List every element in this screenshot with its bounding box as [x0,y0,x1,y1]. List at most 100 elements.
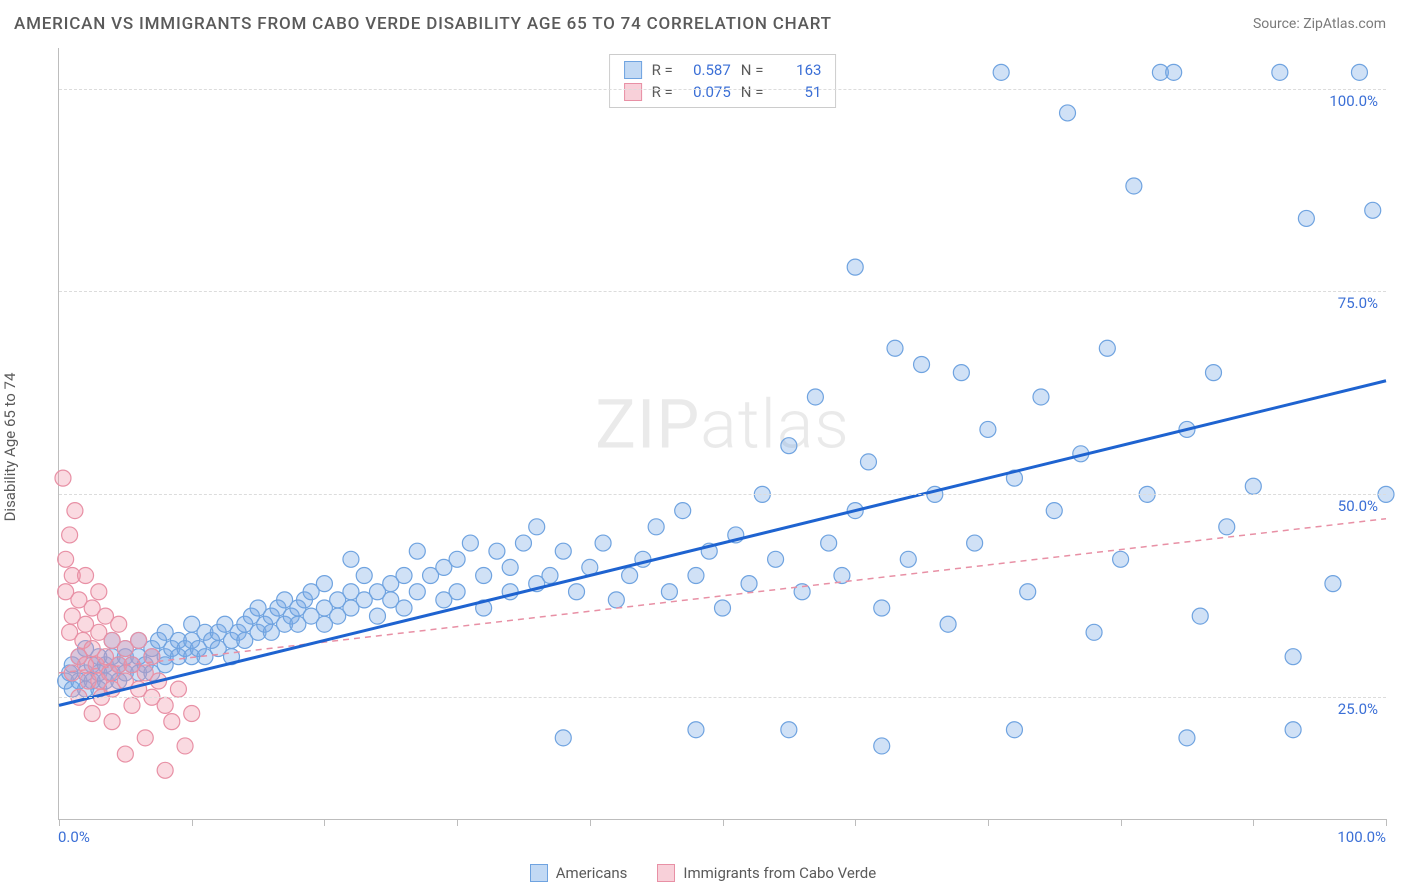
data-point [369,608,385,624]
data-point [1192,608,1208,624]
x-axis-min-label: 0.0% [58,828,90,846]
data-point [1325,576,1341,592]
data-point [715,600,731,616]
legend-label-immigrants: Immigrants from Cabo Verde [683,864,876,882]
legend-row-immigrants: R = 0.075 N = 51 [610,81,836,103]
x-tick [457,819,458,826]
x-tick [590,819,591,826]
data-point [555,543,571,559]
legend-label-americans: Americans [556,864,628,882]
gridline [59,494,1386,495]
data-point [396,568,412,584]
x-tick [324,819,325,826]
data-point [67,503,83,519]
scatter-svg [59,48,1386,819]
data-point [688,568,704,584]
legend-row-americans: R = 0.587 N = 163 [610,59,836,81]
legend-series: Americans Immigrants from Cabo Verde [0,864,1406,882]
data-point [84,705,100,721]
legend-item-americans: Americans [530,864,628,882]
data-point [409,584,425,600]
data-point [1046,503,1062,519]
y-tick-label: 100.0% [1329,92,1378,110]
data-point [569,584,585,600]
data-point [449,551,465,567]
data-point [78,568,94,584]
data-point [184,705,200,721]
swatch-immigrants [624,83,642,101]
x-tick [1386,819,1387,826]
x-tick [855,819,856,826]
data-point [170,681,186,697]
data-point [62,527,78,543]
y-tick-label: 75.0% [1338,294,1378,312]
legend-item-immigrants: Immigrants from Cabo Verde [657,864,876,882]
chart-header: AMERICAN VS IMMIGRANTS FROM CABO VERDE D… [0,0,1406,44]
gridline [59,89,1386,90]
x-tick [192,819,193,826]
y-tick-label: 25.0% [1338,700,1378,718]
data-point [1020,584,1036,600]
data-point [1179,730,1195,746]
data-point [1219,519,1235,535]
swatch-immigrants-icon [657,864,675,882]
data-point [648,519,664,535]
data-point [396,600,412,616]
data-point [900,551,916,567]
data-point [1060,105,1076,121]
trend-line [59,381,1386,706]
data-point [316,576,332,592]
data-point [1086,624,1102,640]
data-point [608,592,624,608]
x-axis-max-label: 100.0% [1337,828,1386,846]
data-point [781,722,797,738]
data-point [993,64,1009,80]
data-point [157,697,173,713]
data-point [781,438,797,454]
data-point [741,576,757,592]
legend-correlation: R = 0.587 N = 163 R = 0.075 N = 51 [609,54,837,108]
data-point [55,470,71,486]
data-point [1285,649,1301,665]
chart-area: Disability Age 65 to 74 ZIPatlas R = 0.5… [14,48,1386,846]
data-point [595,535,611,551]
data-point [462,535,478,551]
plot-region: ZIPatlas R = 0.587 N = 163 R = 0.075 N =… [58,48,1386,820]
data-point [1365,202,1381,218]
data-point [476,568,492,584]
x-tick [988,819,989,826]
data-point [874,738,890,754]
data-point [1113,551,1129,567]
data-point [1351,64,1367,80]
x-tick [59,819,60,826]
gridline [59,697,1386,698]
data-point [502,559,518,575]
data-point [821,535,837,551]
gridline [59,291,1386,292]
data-point [343,551,359,567]
data-point [887,340,903,356]
data-point [356,568,372,584]
data-point [529,519,545,535]
data-point [1033,389,1049,405]
data-point [409,543,425,559]
data-point [980,421,996,437]
data-point [91,584,107,600]
data-point [847,259,863,275]
data-point [104,714,120,730]
data-point [675,503,691,519]
data-point [874,600,890,616]
data-point [622,568,638,584]
data-point [515,535,531,551]
y-tick-label: 50.0% [1338,497,1378,515]
swatch-americans-icon [530,864,548,882]
data-point [157,762,173,778]
data-point [967,535,983,551]
data-point [1126,178,1142,194]
data-point [164,714,180,730]
data-point [137,730,153,746]
data-point [117,746,133,762]
data-point [914,357,930,373]
data-point [953,365,969,381]
data-point [555,730,571,746]
